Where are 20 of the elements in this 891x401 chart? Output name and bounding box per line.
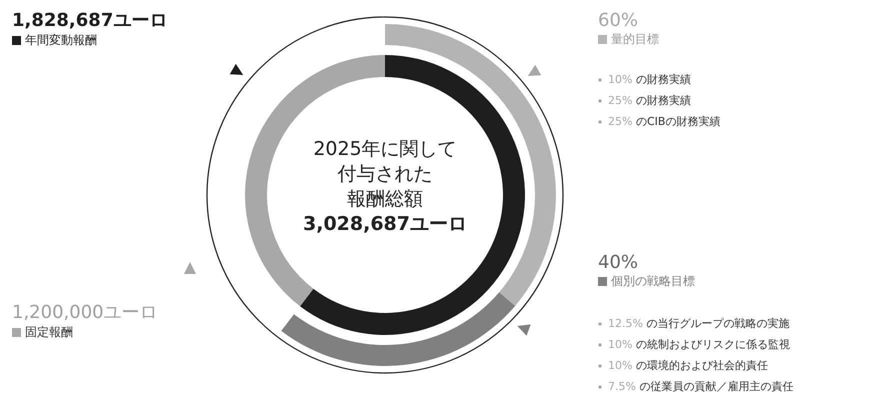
data-label: 60%: [598, 10, 640, 31]
text: 25% のCIBの財務実績: [608, 115, 720, 128]
text: 12.5% の当行グループの戦略の実施: [608, 317, 790, 330]
legend-label: 量的目標: [610, 31, 659, 48]
donut-slice: [300, 55, 525, 335]
legend-label: 年間変動報酬: [24, 32, 98, 49]
data-label: 1,200,000ユーロ: [12, 301, 158, 324]
legend-label: 個別の戦略目標: [610, 273, 695, 290]
text: 10% の統制およびリスクに係る監視: [608, 338, 790, 351]
text: 10% の財務実績: [608, 73, 691, 86]
text: 7.5% の従業員の貢献／雇用主の責任: [608, 380, 794, 393]
text: 10% の環境的および社会的責任: [608, 359, 768, 372]
text: 報酬総額: [346, 187, 424, 212]
data-label: 1,828,687ユーロ: [12, 9, 168, 32]
text: 付与された: [336, 162, 434, 187]
legend-label: 固定報酬: [24, 324, 74, 341]
text: 2025年に関して: [312, 137, 458, 162]
data-label: 40%: [598, 252, 640, 273]
text: 3,028,687ユーロ: [302, 212, 468, 237]
text: 25% の財務実績: [608, 94, 691, 107]
